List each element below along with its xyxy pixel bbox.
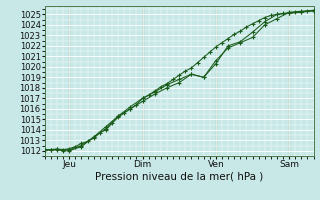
X-axis label: Pression niveau de la mer( hPa ): Pression niveau de la mer( hPa ) [95,172,263,182]
